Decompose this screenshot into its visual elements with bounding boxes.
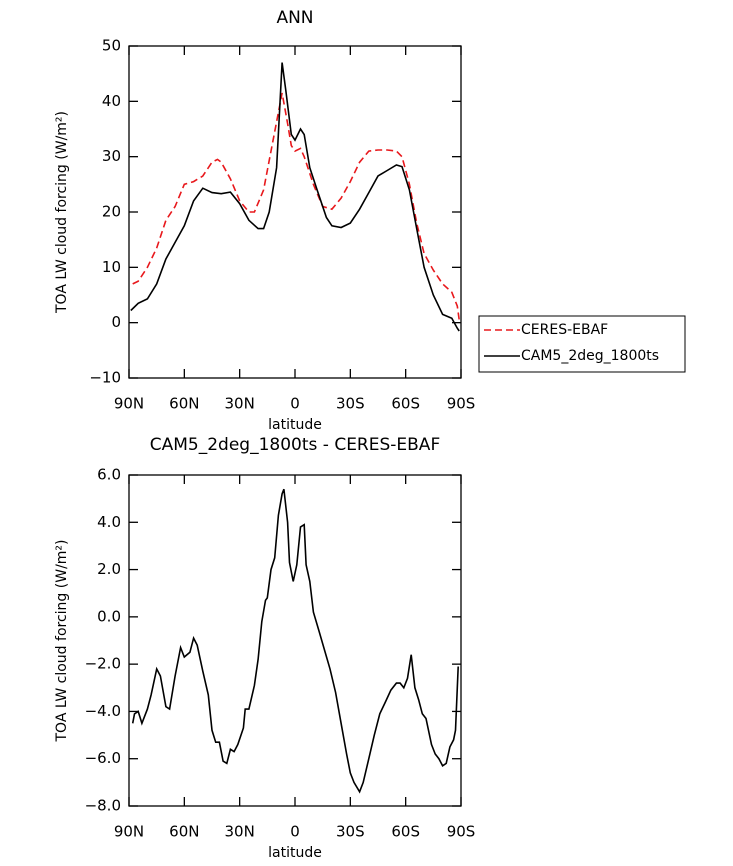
- y-tick-label: 50: [102, 37, 121, 55]
- x-axis-label: latitude: [268, 417, 322, 433]
- x-tick-label: 0: [290, 395, 300, 413]
- x-tick-label: 30S: [336, 395, 365, 413]
- x-tick-label: 90S: [447, 823, 476, 841]
- y-tick-label: 10: [102, 258, 121, 276]
- y-axis-label: TOA LW cloud forcing (W/m²): [54, 111, 70, 314]
- legend-label: CAM5_2deg_1800ts: [521, 348, 659, 364]
- x-tick-label: 30N: [225, 823, 255, 841]
- x-tick-label: 60S: [391, 823, 420, 841]
- x-tick-label: 60S: [391, 395, 420, 413]
- x-tick-label: 60N: [169, 395, 199, 413]
- x-tick-label: 90S: [447, 395, 476, 413]
- data-line: [131, 488, 459, 794]
- legend-label: CERES-EBAF: [521, 322, 608, 338]
- chart-title: ANN: [276, 8, 313, 28]
- y-tick-label: 30: [102, 147, 121, 165]
- y-tick-label: −8.0: [85, 797, 121, 815]
- y-tick-label: 4.0: [97, 513, 121, 531]
- y-tick-label: −10: [89, 369, 121, 387]
- y-axis-label: TOA LW cloud forcing (W/m²): [54, 540, 70, 743]
- y-tick-label: 40: [102, 92, 121, 110]
- x-axis-label: latitude: [268, 845, 322, 861]
- y-tick-label: 2.0: [97, 560, 121, 578]
- y-tick-label: −6.0: [85, 749, 121, 767]
- x-tick-label: 30S: [336, 823, 365, 841]
- x-tick-label: 90N: [114, 823, 144, 841]
- y-tick-label: 20: [102, 203, 121, 221]
- data-line: [132, 92, 460, 321]
- legend-box: [478, 315, 686, 373]
- y-tick-label: −4.0: [85, 702, 121, 720]
- y-tick-label: 0: [111, 313, 121, 331]
- y-tick-label: 0.0: [97, 607, 121, 625]
- chart-title: CAM5_2deg_1800ts - CERES-EBAF: [150, 435, 440, 455]
- x-tick-label: 0: [290, 823, 300, 841]
- x-tick-label: 60N: [169, 823, 199, 841]
- y-tick-label: 6.0: [97, 466, 121, 484]
- x-tick-label: 90N: [114, 395, 144, 413]
- data-line: [130, 62, 460, 332]
- y-tick-label: −2.0: [85, 655, 121, 673]
- x-tick-label: 30N: [225, 395, 255, 413]
